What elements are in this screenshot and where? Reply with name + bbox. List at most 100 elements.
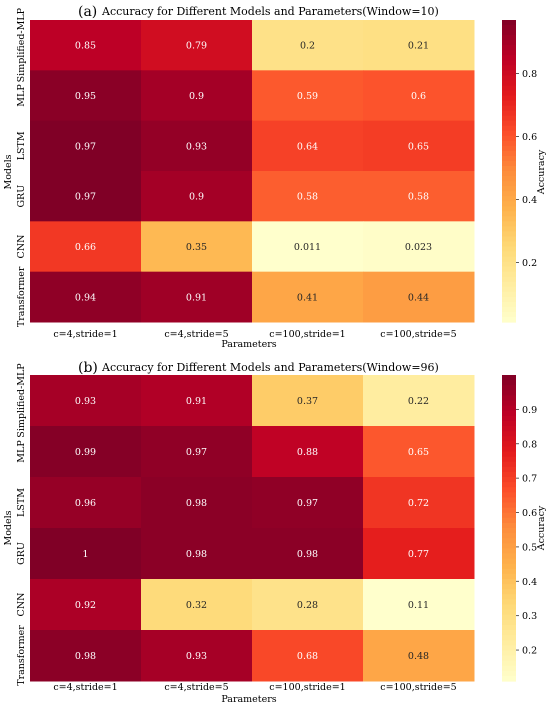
colorbar-segment <box>502 594 516 600</box>
cell-value-label: 0.98 <box>186 549 207 560</box>
heatmap-cell <box>363 221 475 273</box>
x-tick-label: c=4,stride=1 <box>53 329 117 340</box>
x-tick-label: c=4,stride=5 <box>164 682 228 693</box>
colorbar-tick-label: 0.4 <box>522 195 537 206</box>
colorbar-segment <box>502 246 516 253</box>
panel-b-cells <box>30 375 475 682</box>
colorbar-segment <box>502 115 516 122</box>
colorbar-tick-label: 0.3 <box>522 611 537 622</box>
cell-value-label: 0.98 <box>297 549 318 560</box>
heatmap-cell <box>141 171 253 222</box>
heatmap-cell <box>252 271 364 323</box>
y-tick-label: Transformer <box>16 625 27 686</box>
panel-b-y-tick-labels: Simplified-MLP MLP LSTM GRU CNN Transformer <box>16 363 27 686</box>
x-tick-label: c=100,stride=5 <box>380 682 456 693</box>
heatmap-cell <box>30 120 142 172</box>
colorbar-segment <box>502 410 516 417</box>
cell-value-label: 0.22 <box>408 396 429 407</box>
colorbar-segment <box>502 95 516 102</box>
cell-value-label: 0.72 <box>408 498 429 509</box>
y-tick-label: GRU <box>16 185 27 208</box>
heatmap-cell <box>363 630 475 682</box>
heatmap-cell <box>141 120 253 172</box>
colorbar-segment <box>502 140 516 147</box>
cell-value-label: 0.28 <box>297 600 318 611</box>
colorbar-tick-label: 0.9 <box>522 405 537 416</box>
colorbar-segment <box>502 390 516 396</box>
colorbar-segment <box>502 286 516 293</box>
x-tick-label: c=4,stride=1 <box>53 682 117 693</box>
colorbar-segment <box>502 301 516 308</box>
colorbar-segment <box>502 487 516 493</box>
x-tick-label: c=4,stride=5 <box>164 329 228 340</box>
y-tick-label: LSTM <box>16 488 27 517</box>
colorbar-segment <box>502 451 516 458</box>
heatmap-cell <box>141 221 253 273</box>
colorbar-segment <box>502 201 516 207</box>
heatmap-cell <box>30 477 142 529</box>
heatmap-cell <box>363 579 475 631</box>
colorbar-segment <box>502 206 516 212</box>
colorbar-segment <box>502 426 516 432</box>
colorbar-tick-label: 0.2 <box>522 258 537 269</box>
colorbar-segment <box>502 100 516 107</box>
colorbar-segment <box>502 256 516 263</box>
colorbar-segment <box>502 415 516 422</box>
colorbar-segment <box>502 130 516 137</box>
panel-a-cell-labels: 0.85 0.79 0.2 0.21 0.95 0.9 0.59 0.6 0.97 0.93 0.6… <box>75 41 432 304</box>
cell-value-label: 0.98 <box>75 651 96 662</box>
cell-value-label: 0.11 <box>408 600 429 611</box>
heatmap-cell <box>30 221 142 273</box>
heatmap-cell <box>141 477 253 529</box>
colorbar-segment <box>502 441 516 447</box>
cell-value-label: 0.59 <box>297 91 318 102</box>
panel-b-title: Accuracy for Different Models and Parame… <box>101 361 439 374</box>
colorbar-segment <box>502 436 516 442</box>
heatmap-cell <box>363 477 475 529</box>
colorbar-segment <box>502 502 516 509</box>
heatmap-cell <box>30 528 142 580</box>
heatmap-cell <box>252 579 364 631</box>
colorbar-segment <box>502 471 516 478</box>
colorbar-tick-label: 0.8 <box>522 439 537 450</box>
colorbar-segment <box>502 236 516 243</box>
heatmap-cell <box>30 20 142 71</box>
cell-value-label: 0.92 <box>75 600 96 611</box>
cell-value-label: 0.88 <box>297 447 318 458</box>
colorbar-segment <box>502 65 516 71</box>
colorbar-segment <box>502 420 516 427</box>
colorbar-segment <box>502 385 516 391</box>
panel-b: (b) Accuracy for Different Models and Pa… <box>3 360 547 705</box>
cell-value-label: 0.44 <box>408 292 429 303</box>
panel-a-title: Accuracy for Different Models and Parame… <box>101 5 439 18</box>
heatmap-cell <box>30 70 142 122</box>
colorbar-segment <box>502 645 516 651</box>
colorbar-segment <box>502 670 516 677</box>
heatmap-cell <box>30 630 142 682</box>
colorbar-segment <box>502 619 516 626</box>
colorbar-segment <box>502 291 516 298</box>
panel-a-colorbar-label: Accuracy <box>536 149 547 195</box>
cell-value-label: 0.2 <box>300 41 315 52</box>
y-tick-label: GRU <box>16 542 27 565</box>
y-tick-label: CNN <box>16 593 27 617</box>
colorbar-segment <box>502 120 516 127</box>
colorbar-segment <box>502 80 516 87</box>
colorbar-segment <box>502 251 516 258</box>
heatmap-cell <box>141 20 253 71</box>
panel-a-x-tick-labels: c=4,stride=1 c=4,stride=5 c=100,stride=1 c=… <box>53 329 456 340</box>
panel-a-tag: (a) <box>78 4 97 20</box>
cell-value-label: 0.85 <box>75 41 96 52</box>
colorbar-segment <box>502 221 516 227</box>
heatmap-cell <box>252 20 364 71</box>
heatmap-cell <box>252 70 364 122</box>
heatmap-cell <box>363 20 475 71</box>
heatmap-cell <box>252 120 364 172</box>
colorbar-tick-label: 0.6 <box>522 508 537 519</box>
colorbar-segment <box>502 45 516 51</box>
panel-a-y-tick-labels: Simplified-MLP MLP LSTM GRU CNN Transformer <box>16 7 27 327</box>
colorbar-segment <box>502 543 516 549</box>
colorbar-segment <box>502 584 516 590</box>
panel-a-x-axis-label: Parameters <box>221 339 276 350</box>
